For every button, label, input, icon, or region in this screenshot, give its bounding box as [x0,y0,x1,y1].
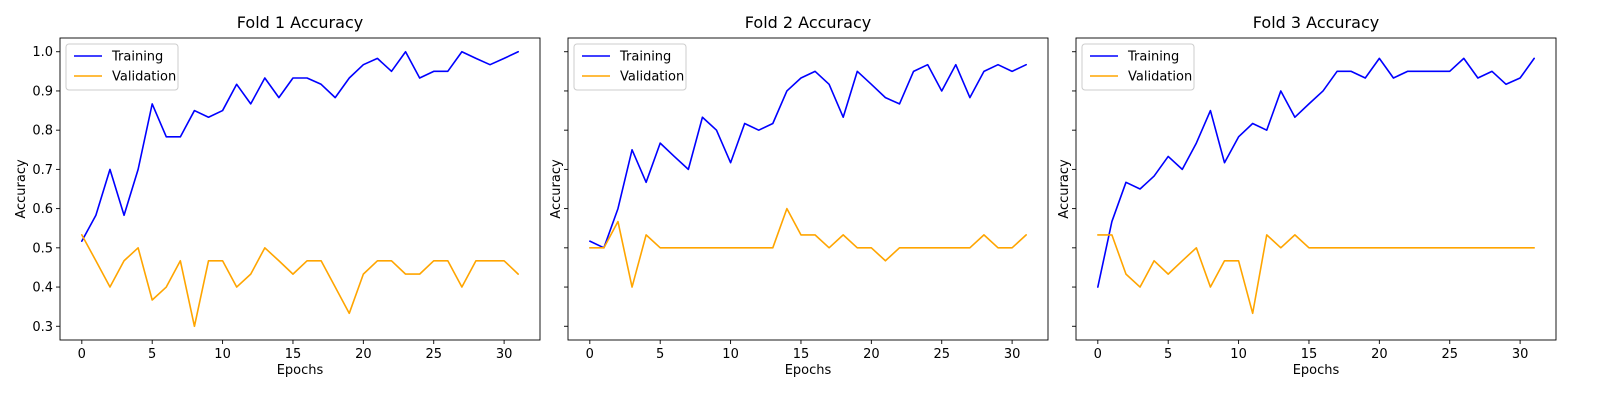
chart-panel-3: Fold 3 Accuracy 0 5 10 15 20 25 30 Epochs Accurac… [1057,13,1557,378]
x-tick-label: 20 [863,347,880,362]
x-tick-label: 20 [1371,347,1388,362]
legend-label-training: Training [619,50,671,65]
x-tick-label: 30 [1004,347,1021,362]
x-tick-label: 0 [78,347,86,362]
x-tick-label: 15 [793,347,810,362]
axes-frame [1075,37,1557,341]
y-tick-label: 0.5 [32,241,53,256]
x-tick-label: 10 [214,347,231,362]
y-axis-label: Accuracy [1057,159,1072,219]
x-tick-label: 15 [1301,347,1318,362]
x-tick-label: 30 [496,347,513,362]
x-axis-label: Epochs [785,363,832,378]
x-axis-label: Epochs [277,363,324,378]
series-line-validation [589,207,1027,288]
legend-label-training: Training [111,50,163,65]
x-tick-label: 0 [1094,347,1102,362]
x-tick-label: 15 [285,347,302,362]
y-tick-label: 0.8 [32,124,53,139]
x-tick-label: 0 [586,347,594,362]
x-tick-label: 5 [148,347,156,362]
series-line-training [81,50,519,242]
y-tick-label: 0.4 [32,281,53,296]
x-tick-label: 10 [722,347,739,362]
x-tick-label: 25 [425,347,442,362]
y-tick-label: 0.3 [32,320,53,335]
legend-label-training: Training [1127,50,1179,65]
x-tick-label: 10 [1230,347,1247,362]
x-tick-label: 5 [656,347,664,362]
y-axis-label: Accuracy [14,159,29,219]
chart-title: Fold 3 Accuracy [1253,13,1379,32]
chart-title: Fold 2 Accuracy [745,13,871,32]
chart-panel-1: Fold 1 Accuracy 0 5 10 15 20 25 30 0.3 0.4 0.5 0.6 0… [14,13,541,378]
axes-frame [567,37,1049,341]
axes-frame [59,37,541,341]
legend: Training Validation [573,43,687,91]
x-axis-label: Epochs [1293,363,1340,378]
x-tick-label: 30 [1512,347,1529,362]
x-tick-label: 25 [1441,347,1458,362]
legend: Training Validation [65,43,179,91]
series-line-validation [1097,234,1535,315]
y-tick-label: 0.9 [32,84,53,99]
series-line-validation [81,234,519,328]
x-tick-label: 25 [933,347,950,362]
legend-label-validation: Validation [620,70,684,85]
chart-panel-2: Fold 2 Accuracy 0 5 10 15 20 25 30 Epochs Accurac… [549,13,1049,378]
y-tick-label: 0.6 [32,202,53,217]
x-tick-label: 20 [355,347,372,362]
y-tick-label: 1.0 [32,45,53,60]
legend: Training Validation [1081,43,1195,91]
series-line-training [1097,57,1535,288]
series-line-training [589,63,1027,249]
y-tick-label: 0.7 [32,163,53,178]
chart-title: Fold 1 Accuracy [237,13,363,32]
legend-label-validation: Validation [1128,70,1192,85]
x-tick-label: 5 [1164,347,1172,362]
legend-label-validation: Validation [112,70,176,85]
y-axis-label: Accuracy [549,159,564,219]
